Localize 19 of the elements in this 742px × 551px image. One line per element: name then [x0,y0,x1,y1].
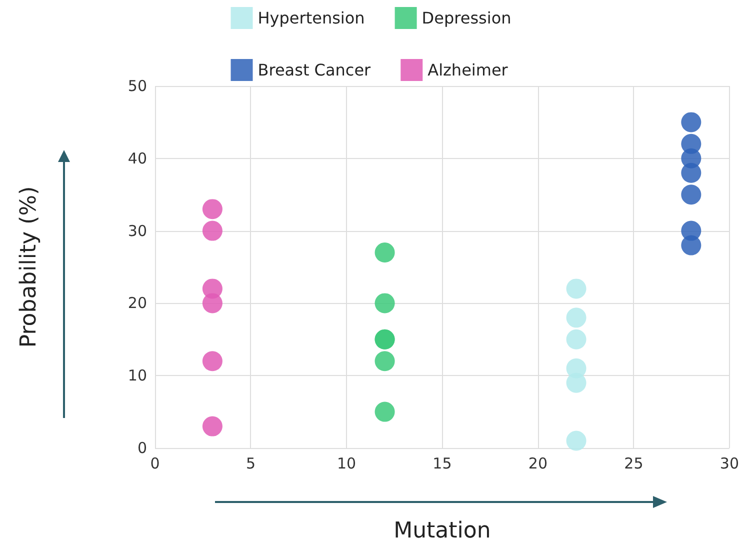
x-tick-label: 25 [624,454,644,472]
legend-label: Hypertension [258,8,365,28]
x-tick-label: 10 [336,454,356,472]
y-tick-label: 30 [128,222,147,240]
legend-label: Depression [422,8,512,28]
y-tick-label: 10 [128,366,147,385]
y-tick-label: 50 [128,77,147,95]
x-axis-title: Mutation [394,518,491,544]
legend-label: Alzheimer [428,60,508,80]
y-axis-title: Probability (%) [16,186,42,348]
y-tick-label: 20 [128,294,147,312]
legend-label: Breast Cancer [258,60,372,80]
x-tick-label: 15 [432,454,452,472]
x-tick-label: 5 [246,454,256,472]
x-tick-label: 20 [528,454,548,472]
x-tick-label: 30 [720,454,740,472]
y-tick-label: 40 [128,149,147,168]
x-tick-label: 0 [150,454,160,472]
y-tick-label: 0 [137,439,147,457]
